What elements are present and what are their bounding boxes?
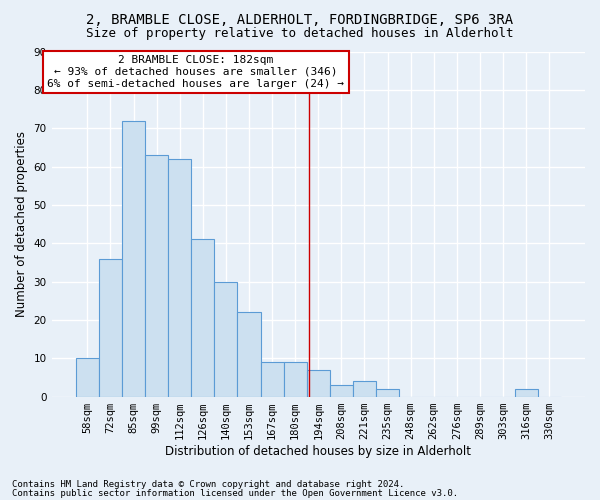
Text: Size of property relative to detached houses in Alderholt: Size of property relative to detached ho… [86, 28, 514, 40]
Bar [122, 120, 145, 396]
Bar [76, 358, 99, 397]
Bar [99, 258, 122, 396]
Bar [214, 282, 238, 397]
Bar [284, 362, 307, 396]
Y-axis label: Number of detached properties: Number of detached properties [15, 131, 28, 317]
Bar [515, 389, 538, 396]
Bar [191, 240, 214, 396]
Text: Contains HM Land Registry data © Crown copyright and database right 2024.: Contains HM Land Registry data © Crown c… [12, 480, 404, 489]
Text: 2, BRAMBLE CLOSE, ALDERHOLT, FORDINGBRIDGE, SP6 3RA: 2, BRAMBLE CLOSE, ALDERHOLT, FORDINGBRID… [86, 12, 514, 26]
Bar [145, 155, 168, 396]
X-axis label: Distribution of detached houses by size in Alderholt: Distribution of detached houses by size … [165, 444, 471, 458]
Bar [376, 389, 399, 396]
Bar [260, 362, 284, 396]
Text: 2 BRAMBLE CLOSE: 182sqm
← 93% of detached houses are smaller (346)
6% of semi-de: 2 BRAMBLE CLOSE: 182sqm ← 93% of detache… [47, 56, 344, 88]
Bar [168, 159, 191, 396]
Bar [330, 385, 353, 396]
Bar [307, 370, 330, 396]
Text: Contains public sector information licensed under the Open Government Licence v3: Contains public sector information licen… [12, 489, 458, 498]
Bar [238, 312, 260, 396]
Bar [353, 381, 376, 396]
